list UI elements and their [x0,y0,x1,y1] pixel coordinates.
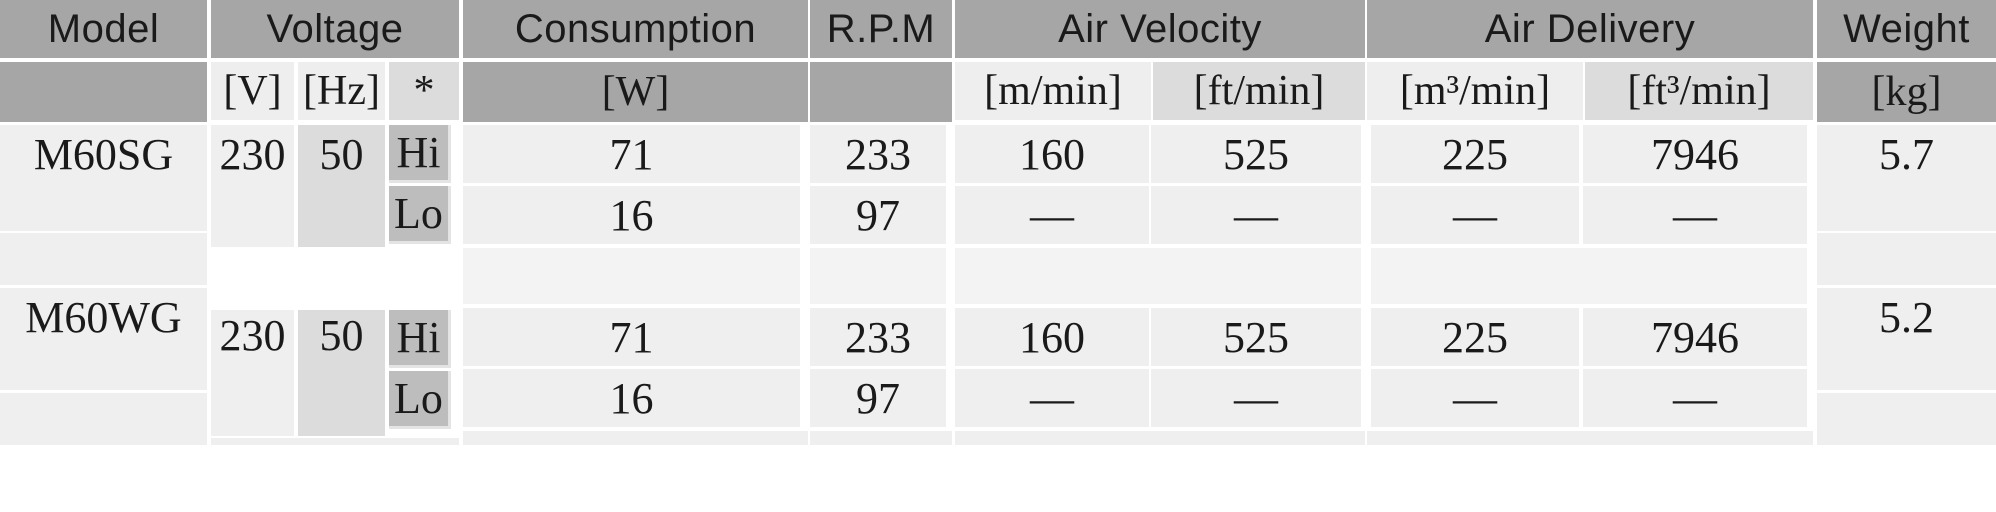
air-velocity-m-min: 160 [955,125,1149,183]
air-velocity-ft-min: — [1151,186,1361,244]
rpm-value: 97 [810,186,946,244]
rpm-value: 97 [810,369,946,427]
unit-model-blank [0,62,207,122]
row-spacer [1371,248,1807,304]
header-voltage: Voltage [211,0,459,58]
air-delivery-ft3-min: 7946 [1583,308,1807,366]
air-delivery-ft3-min: — [1583,186,1807,244]
header-air-delivery: Air Delivery [1367,0,1813,58]
unit-ft-min: [ft/min] [1153,62,1365,120]
weight-value: 5.2 [1817,288,1996,390]
weight-spacer [1817,393,1996,445]
unit-m-min: [m/min] [955,62,1151,120]
voltage-value: 230 [211,125,294,247]
air-delivery-m3-min: 225 [1371,308,1579,366]
speed-mode-label: Hi [389,310,451,368]
row-edge [211,438,459,445]
row-edge [955,431,1365,445]
model-spacer [0,233,207,285]
row-spacer [955,248,1361,304]
unit-ft3-min: [ft³/min] [1585,62,1813,120]
speed-mode-label: Hi [389,125,451,183]
rpm-value: 233 [810,125,946,183]
row-edge [810,431,952,445]
air-delivery-ft3-min: — [1583,369,1807,427]
speed-mode-label: Lo [389,371,451,429]
row-edge [463,431,808,445]
air-velocity-m-min: — [955,186,1149,244]
rpm-value: 233 [810,308,946,366]
air-velocity-m-min: 160 [955,308,1149,366]
air-velocity-ft-min: 525 [1151,308,1361,366]
frequency-value: 50 [298,125,385,247]
air-delivery-m3-min: — [1371,186,1579,244]
speed-mode-label: Lo [389,186,451,244]
consumption-value: 16 [463,369,800,427]
model-spacer [0,393,207,445]
unit-watt: [W] [463,62,808,122]
fan-spec-table: Model Voltage Consumption R.P.M Air Velo… [0,0,1996,445]
air-delivery-m3-min: — [1371,369,1579,427]
unit-kg: [kg] [1817,62,1996,122]
consumption-value: 71 [463,125,800,183]
header-air-velocity: Air Velocity [955,0,1365,58]
air-velocity-ft-min: 525 [1151,125,1361,183]
air-velocity-m-min: — [955,369,1149,427]
air-velocity-ft-min: — [1151,369,1361,427]
header-rpm: R.P.M [810,0,952,58]
unit-hz: [Hz] [298,62,385,120]
unit-volt: [V] [211,62,294,120]
air-delivery-ft3-min: 7946 [1583,125,1807,183]
row-spacer [463,248,800,304]
weight-spacer [1817,233,1996,285]
consumption-value: 16 [463,186,800,244]
header-weight: Weight [1817,0,1996,58]
model-name: M60WG [0,288,207,390]
voltage-value: 230 [211,310,294,436]
unit-rpm-blank [810,62,952,122]
header-consumption: Consumption [463,0,808,58]
model-name: M60SG [0,125,207,231]
row-edge [1367,431,1813,445]
air-delivery-m3-min: 225 [1371,125,1579,183]
weight-value: 5.7 [1817,125,1996,231]
unit-m3-min: [m³/min] [1367,62,1583,120]
unit-mode: * [389,62,459,120]
frequency-value: 50 [298,310,385,436]
consumption-value: 71 [463,308,800,366]
header-model: Model [0,0,207,58]
row-spacer [810,248,946,304]
